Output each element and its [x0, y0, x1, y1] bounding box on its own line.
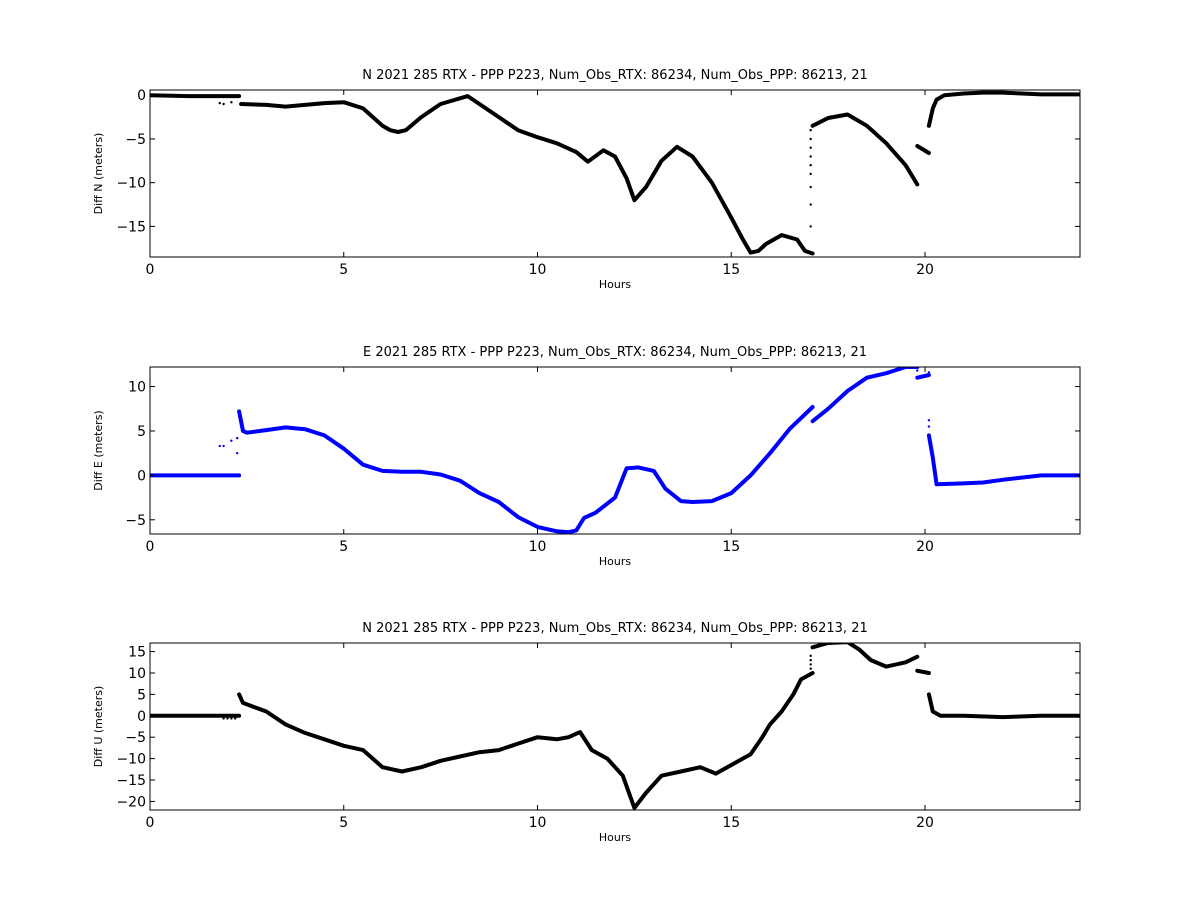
east-ytick-label: 10 — [128, 380, 146, 396]
east-x-axis-label: Hours — [599, 555, 631, 568]
north-ytick-label: −15 — [116, 219, 146, 235]
north-series-3 — [915, 144, 931, 155]
up-xtick-label: 10 — [529, 815, 547, 831]
up-series-4 — [926, 692, 1080, 720]
east-scatter-point — [230, 439, 233, 442]
east-ytick-label: −5 — [125, 513, 146, 529]
up-xtick-label: 5 — [339, 815, 348, 831]
up-ytick-label: 0 — [137, 709, 146, 725]
up-diff-panel: 0 5 10 15 20 15 10 5 0 −5 −10 −15 −20 N 2021 285 RTX … — [92, 621, 1081, 844]
east-xtick-label: 15 — [722, 539, 740, 555]
north-series-2 — [810, 112, 920, 187]
north-data-group — [150, 90, 1080, 256]
up-ytick-label: −10 — [116, 752, 146, 768]
north-x-axis-label: Hours — [599, 278, 631, 291]
north-scatter-point — [222, 102, 225, 106]
east-xtick-label: 5 — [339, 539, 348, 555]
east-series-2 — [810, 367, 920, 424]
up-scatter-point — [230, 717, 233, 720]
up-scatter-point — [809, 654, 812, 658]
up-scatter-point — [809, 667, 812, 670]
north-scatter-point — [809, 185, 812, 189]
north-scatter-point — [230, 101, 233, 104]
north-series-1 — [239, 94, 815, 256]
up-scatter-point — [226, 717, 229, 720]
north-series-4 — [926, 90, 1080, 128]
north-xtick-label: 0 — [146, 262, 155, 278]
north-ytick-label: −5 — [125, 132, 146, 148]
east-ytick-label: 5 — [137, 424, 146, 440]
up-ytick-label: 15 — [128, 645, 146, 661]
up-scatter-point — [809, 663, 812, 666]
up-ytick-label: −20 — [116, 794, 146, 810]
north-chart-title: N 2021 285 RTX - PPP P223, Num_Obs_RTX: … — [362, 68, 868, 83]
east-scatter-point — [927, 371, 931, 374]
north-scatter-point — [809, 203, 812, 206]
up-xtick-label: 0 — [146, 815, 155, 831]
east-scatter-point — [927, 425, 931, 428]
up-x-axis-label: Hours — [599, 831, 631, 844]
up-scatter-point — [222, 717, 225, 720]
east-xtick-label: 0 — [146, 539, 155, 555]
north-ytick-label: −10 — [116, 176, 146, 192]
east-chart-title: E 2021 285 RTX - PPP P223, Num_Obs_RTX: … — [363, 345, 867, 360]
east-scatter-point — [927, 419, 931, 422]
up-data-group — [150, 643, 1080, 810]
north-scatter-point — [809, 225, 812, 228]
up-y-axis-label: Diff U (meters) — [92, 686, 105, 768]
north-axes-frame — [149, 89, 1081, 258]
east-series-4 — [926, 433, 1080, 487]
north-xtick-label: 15 — [722, 262, 740, 278]
east-y-axis-label: Diff E (meters) — [92, 410, 105, 490]
north-xtick-label: 20 — [916, 262, 934, 278]
north-scatter-point — [809, 155, 812, 158]
east-ytick-label: 0 — [137, 468, 146, 484]
north-y-axis-label: Diff N (meters) — [92, 133, 105, 215]
east-scatter-point — [222, 444, 225, 448]
east-series-1 — [237, 405, 815, 534]
east-data-group — [150, 367, 1080, 534]
north-scatter-point — [218, 101, 221, 105]
east-xtick-label: 20 — [916, 539, 934, 555]
east-xtick-label: 10 — [529, 539, 547, 555]
north-scatter-point — [809, 146, 812, 149]
north-scatter-point — [809, 163, 812, 167]
north-diff-panel: 0 5 10 15 20 0 −5 −10 −15 N 2021 285 RTX - PPP P2… — [92, 68, 1081, 291]
north-ytick-label: 0 — [137, 88, 146, 104]
east-scatter-point — [218, 444, 221, 448]
up-axes-frame — [149, 642, 1081, 811]
north-xtick-label: 5 — [339, 262, 348, 278]
east-scatter-point — [916, 369, 919, 372]
up-series-3 — [915, 668, 931, 675]
north-xtick-label: 10 — [529, 262, 547, 278]
up-chart-title: N 2021 285 RTX - PPP P223, Num_Obs_RTX: … — [362, 621, 868, 636]
up-xtick-label: 20 — [916, 815, 934, 831]
north-scatter-point — [809, 129, 812, 132]
up-scatter-point — [809, 658, 812, 662]
up-series-2 — [810, 643, 920, 669]
up-ytick-label: −15 — [116, 773, 146, 789]
up-scatter-point — [234, 717, 237, 720]
up-series-1 — [237, 671, 815, 810]
north-series-0 — [150, 93, 242, 99]
north-scatter-point — [809, 137, 812, 141]
up-xtick-label: 15 — [722, 815, 740, 831]
east-series-3 — [915, 373, 931, 380]
east-scatter-point — [235, 451, 239, 455]
up-ytick-label: −5 — [125, 730, 146, 746]
east-scatter-point — [235, 436, 239, 440]
up-ytick-label: 5 — [137, 687, 146, 703]
up-ytick-label: 10 — [128, 666, 146, 682]
north-scatter-point — [809, 172, 812, 176]
east-axes-frame — [149, 366, 1081, 535]
